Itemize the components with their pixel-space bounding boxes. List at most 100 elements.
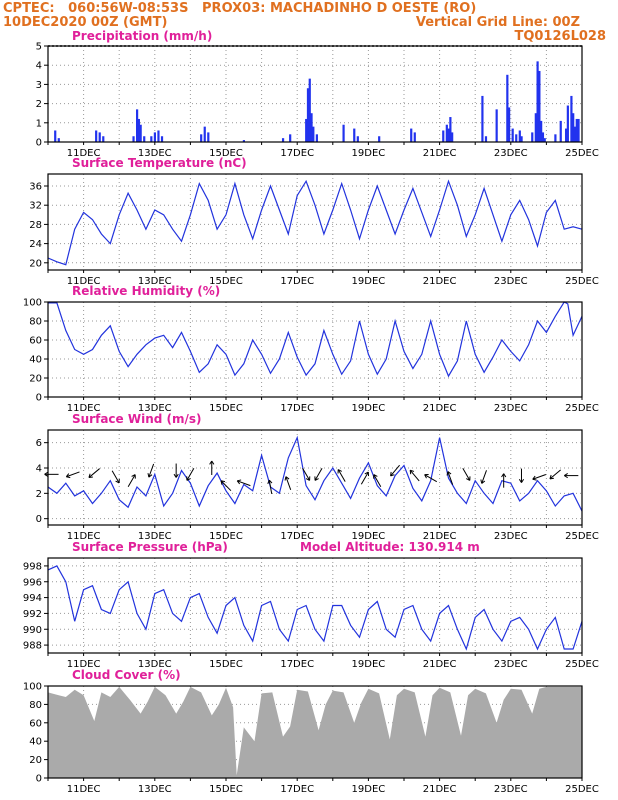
wind-arrow-head xyxy=(88,473,93,479)
precip-x-tick-label: 17DEC xyxy=(280,148,314,159)
wind-arrow-head xyxy=(173,473,179,478)
wind-arrow-shaft xyxy=(409,469,420,482)
wind-vector-arrow xyxy=(314,468,323,481)
pres-panel-subtitle: Model Altitude: 130.914 m xyxy=(300,540,480,554)
precip-bar xyxy=(511,128,514,142)
temp-y-tick-label: 36 xyxy=(29,182,42,193)
precip-bar xyxy=(157,130,160,142)
wind-x-tick-label: 19DEC xyxy=(352,531,386,542)
precip-bar xyxy=(543,138,546,142)
temp-x-tick-label: 21DEC xyxy=(423,276,457,287)
precip-bar xyxy=(506,74,509,142)
cloud-panel-title: Cloud Cover (%) xyxy=(72,668,181,682)
precip-y-tick-label: 4 xyxy=(36,61,42,72)
temp-x-tick-label: 23DEC xyxy=(494,276,528,287)
rh-y-tick-label: 0 xyxy=(36,393,42,404)
wind-arrow-shaft xyxy=(424,474,438,483)
precip-bar xyxy=(160,136,164,142)
precip-bar xyxy=(95,130,98,142)
wind-arrow-shaft xyxy=(88,468,100,478)
wind-arrow-head xyxy=(305,476,311,481)
precip-bar xyxy=(566,105,569,142)
wind-arrow-head xyxy=(518,478,525,483)
cloud-y-tick-label: 40 xyxy=(29,737,42,748)
pres-x-tick-label: 21DEC xyxy=(423,659,457,670)
wind-arrow-head xyxy=(549,474,554,480)
precip-bar xyxy=(310,113,313,142)
wind-vector-arrow xyxy=(284,476,292,490)
wind-y-tick-label: 0 xyxy=(36,514,42,525)
precip-bar xyxy=(289,134,292,142)
wind-arrow-head xyxy=(147,473,153,478)
precip-bar xyxy=(449,117,452,142)
wind-vector-arrow xyxy=(480,470,487,484)
wind-vector-arrow xyxy=(302,468,311,481)
precip-bar xyxy=(200,134,203,142)
wind-arrow-head xyxy=(373,474,378,479)
wind-vector-arrow xyxy=(409,469,420,482)
wind-arrow-head xyxy=(44,471,49,477)
pres-x-tick-label: 11DEC xyxy=(67,659,101,670)
precip-bar xyxy=(577,118,580,142)
wind-vector-arrow xyxy=(209,460,215,475)
wind-x-tick-label: 13DEC xyxy=(138,531,172,542)
precip-bar xyxy=(57,138,60,142)
temp-series-line xyxy=(47,179,583,266)
wind-panel: 0 2 4 6 11DEC 13DEC 15DEC 17DEC 19DEC 21DEC 23DEC 2… xyxy=(36,429,599,542)
precip-bar xyxy=(570,95,573,142)
wind-arrow-head xyxy=(424,473,429,479)
precip-bar xyxy=(538,70,541,142)
precip-bar xyxy=(536,61,539,142)
precip-bar xyxy=(481,95,484,142)
rh-series-line xyxy=(48,301,583,378)
temp-x-tick-label: 13DEC xyxy=(138,276,172,287)
wind-arrow-head xyxy=(65,473,71,479)
wind-arrow-shaft xyxy=(390,464,400,477)
precip-bar xyxy=(98,132,101,142)
cloud-x-tick-label: 25DEC xyxy=(565,784,599,795)
wind-arrow-head xyxy=(390,471,395,477)
wind-arrow-head xyxy=(409,469,415,475)
wind-arrow-head xyxy=(236,479,242,485)
temp-panel: 20 24 28 32 36 11DEC 13DEC 15DEC 17DEC 19DEC 21DEC… xyxy=(29,173,599,287)
wind-vector-arrow xyxy=(44,471,59,477)
precip-bar xyxy=(312,126,315,142)
precip-bar xyxy=(451,132,454,142)
precip-bar xyxy=(559,120,562,142)
pres-x-tick-label: 25DEC xyxy=(565,659,599,670)
precip-y-tick-label: 1 xyxy=(36,118,42,129)
pres-x-tick-label: 13DEC xyxy=(138,659,172,670)
pres-panel-title: Surface Pressure (hPa) xyxy=(72,540,228,554)
wind-arrow-shaft xyxy=(447,471,454,485)
wind-arrow-shaft xyxy=(186,468,195,481)
cloud-x-tick-label: 21DEC xyxy=(423,784,457,795)
precip-bar xyxy=(308,78,311,142)
precip-x-tick-label: 25DEC xyxy=(565,148,599,159)
wind-arrow-head xyxy=(186,476,191,481)
wind-x-tick-label: 25DEC xyxy=(565,531,599,542)
precip-bar xyxy=(442,130,445,142)
rh-y-tick-label: 80 xyxy=(29,317,42,328)
precip-x-tick-label: 21DEC xyxy=(423,148,457,159)
wind-arrow-shaft xyxy=(127,474,136,487)
wind-x-tick-label: 15DEC xyxy=(209,531,243,542)
precip-bar xyxy=(575,118,578,142)
precip-y-tick-label: 2 xyxy=(36,99,42,110)
cloud-y-tick-label: 100 xyxy=(23,682,42,693)
temp-x-tick-label: 11DEC xyxy=(67,276,101,287)
wind-arrow-head xyxy=(364,471,370,477)
cloud-x-tick-label: 17DEC xyxy=(280,784,314,795)
wind-arrow-head xyxy=(220,480,226,485)
pres-y-tick-label: 990 xyxy=(23,625,42,636)
wind-arrow-head xyxy=(564,473,568,479)
cloud-y-tick-label: 0 xyxy=(36,774,42,785)
precip-x-tick-label: 15DEC xyxy=(209,148,243,159)
pres-y-tick-label: 988 xyxy=(23,641,42,652)
wind-vector-arrow xyxy=(549,469,561,480)
wind-vector-arrow xyxy=(88,468,100,479)
cloud-cover-area xyxy=(48,686,582,778)
rh-panel-title: Relative Humidity (%) xyxy=(72,284,220,298)
precip-bar xyxy=(484,136,488,142)
precip-panel: 0 1 2 3 4 5 11DEC 13DEC 15DEC 17DEC 19DEC 21DEC 23DE… xyxy=(36,42,599,160)
